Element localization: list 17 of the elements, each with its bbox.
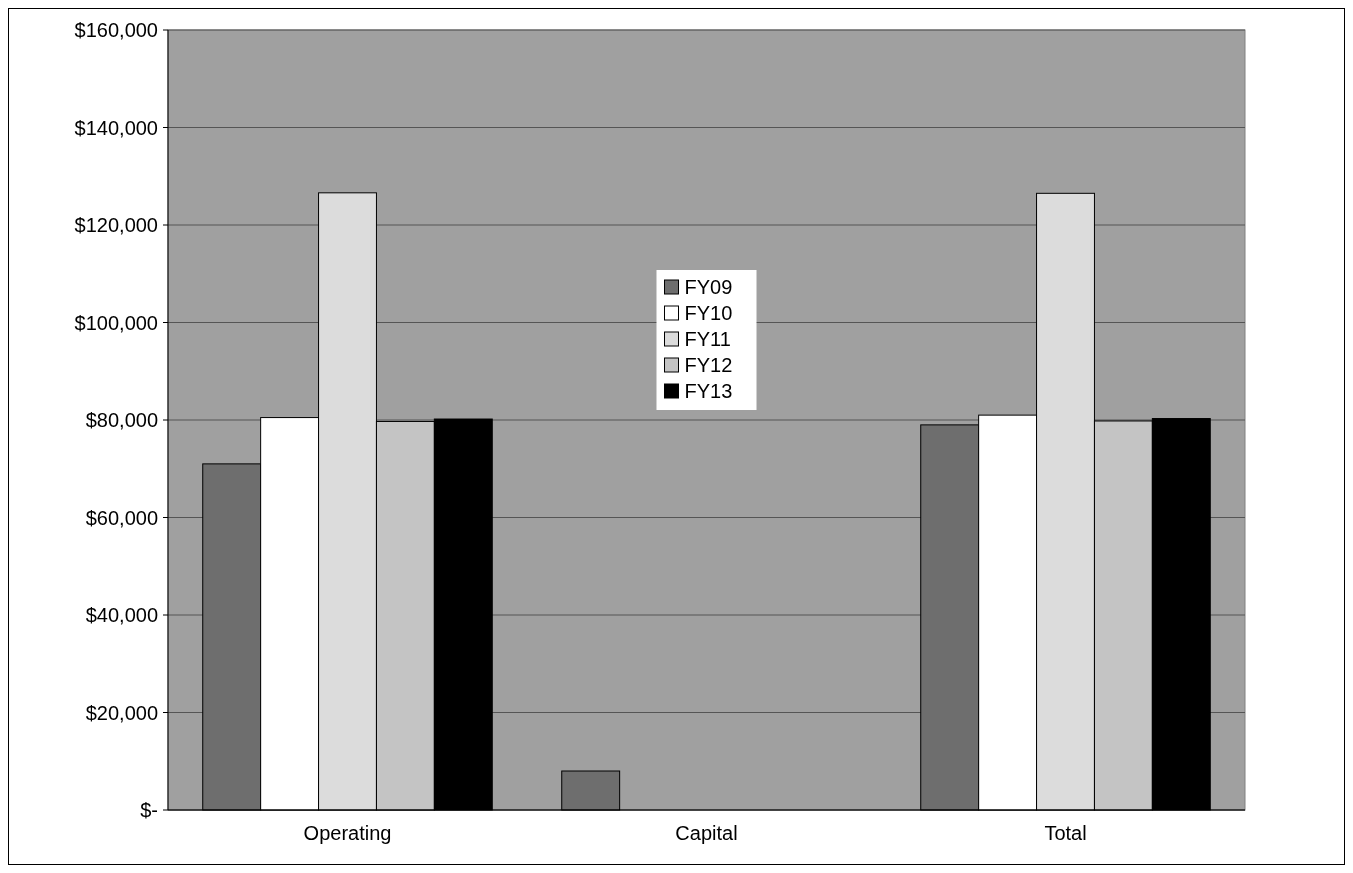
x-tick-label: Capital	[675, 822, 738, 844]
y-tick-label: $40,000	[85, 604, 158, 626]
y-tick-label: $60,000	[85, 506, 158, 529]
legend-label: FY12	[684, 354, 733, 376]
legend-label: FY13	[684, 380, 733, 402]
y-tick-label: $20,000	[85, 701, 158, 724]
y-tick-label: $160,000	[74, 19, 158, 41]
legend-label: FY10	[684, 302, 733, 324]
y-tick-label: $100,000	[74, 311, 158, 334]
y-tick-label: $120,000	[74, 214, 158, 236]
x-tick-label: Total	[1044, 822, 1087, 844]
legend-label: FY11	[684, 328, 731, 350]
x-tick-label: Operating	[303, 822, 392, 844]
legend-label: FY09	[684, 276, 733, 298]
y-tick-label: $140,000	[74, 116, 158, 139]
y-tick-label: $-	[140, 799, 158, 821]
y-tick-label: $80,000	[85, 409, 158, 431]
